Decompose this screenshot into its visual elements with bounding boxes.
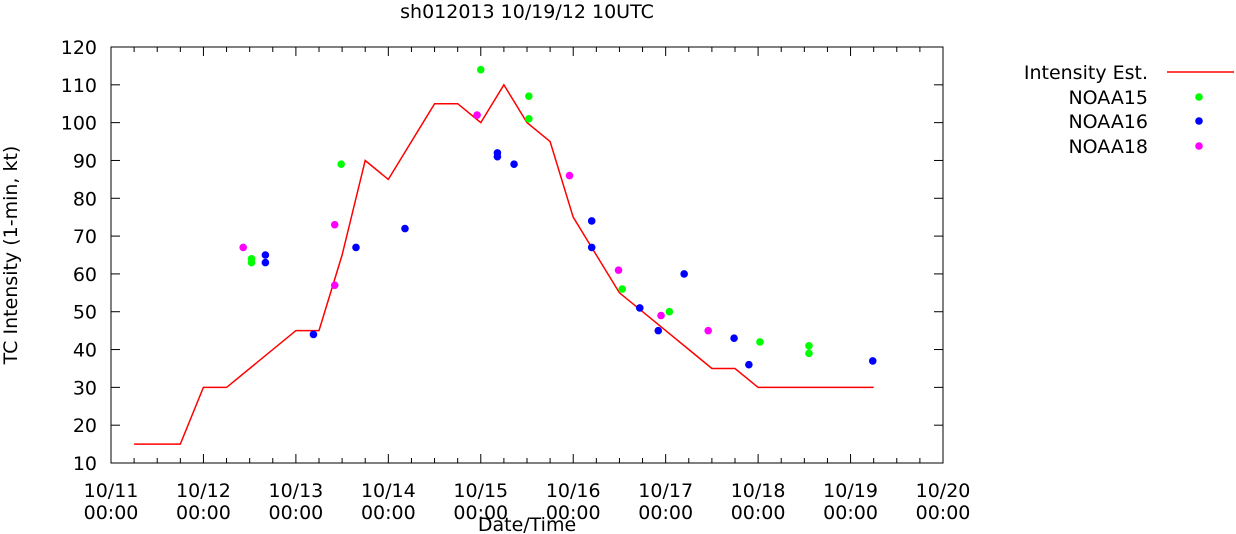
- y-tick-label: 110: [61, 75, 97, 97]
- x-tick-label-time: 00:00: [731, 502, 786, 524]
- y-tick-label: 120: [61, 37, 97, 59]
- y-tick-label: 80: [73, 188, 97, 210]
- y-tick-label: 60: [73, 264, 97, 286]
- x-tick-label-date: 10/20: [916, 480, 971, 502]
- legend-swatch-point: [1195, 142, 1203, 150]
- point-noaa18: [657, 311, 665, 320]
- point-noaa16: [680, 270, 688, 278]
- legend-swatch-point: [1195, 117, 1203, 125]
- point-noaa15: [337, 160, 345, 169]
- legend-label: NOAA16: [1068, 111, 1148, 133]
- point-noaa15: [756, 338, 764, 346]
- legend-label: NOAA18: [1068, 136, 1148, 158]
- y-axis-label: TC Intensity (1-min, kt): [0, 146, 22, 366]
- point-noaa18: [565, 171, 574, 180]
- point-noaa16: [635, 304, 644, 312]
- y-tick-label: 90: [73, 150, 97, 172]
- point-noaa16: [309, 330, 318, 339]
- point-noaa15: [665, 307, 674, 316]
- x-tick-label-date: 10/14: [361, 480, 416, 502]
- y-tick-label: 100: [61, 113, 97, 135]
- x-tick-label-date: 10/11: [84, 480, 139, 502]
- point-noaa16: [261, 258, 270, 267]
- point-noaa16: [493, 152, 502, 161]
- point-noaa18: [704, 326, 712, 335]
- x-tick-label-time: 00:00: [638, 502, 693, 524]
- x-tick-label-time: 00:00: [916, 502, 971, 524]
- y-tick-label: 70: [73, 226, 97, 248]
- legend-label: NOAA15: [1068, 87, 1148, 109]
- x-tick-label-date: 10/13: [269, 480, 324, 502]
- x-tick-label-date: 10/15: [453, 480, 508, 502]
- point-noaa18: [614, 266, 623, 274]
- point-noaa15: [525, 92, 533, 100]
- x-tick-label-time: 00:00: [361, 502, 416, 524]
- x-tick-label-date: 10/17: [638, 480, 693, 502]
- y-tick-label: 20: [73, 415, 97, 437]
- plot-area: 10203040506070809010011012010/1100:0010/…: [61, 37, 971, 524]
- x-tick-label-date: 10/12: [176, 480, 231, 502]
- x-tick-label-time: 00:00: [176, 502, 231, 524]
- x-tick-label-time: 00:00: [453, 502, 508, 524]
- point-noaa18: [473, 111, 481, 119]
- point-noaa18: [330, 220, 339, 229]
- point-noaa15: [476, 65, 485, 74]
- y-tick-label: 50: [73, 302, 97, 324]
- point-noaa16: [745, 360, 753, 369]
- point-noaa18: [330, 281, 339, 290]
- point-noaa16: [352, 243, 360, 252]
- legend-label: Intensity Est.: [1024, 62, 1148, 84]
- point-noaa16: [261, 251, 270, 259]
- x-axis-label: Date/Time: [478, 514, 576, 534]
- point-noaa15: [525, 115, 533, 123]
- x-tick-label-time: 00:00: [546, 502, 601, 524]
- point-noaa16: [730, 334, 738, 343]
- point-noaa15: [247, 258, 256, 267]
- point-noaa15: [805, 341, 813, 350]
- legend-swatch-point: [1195, 93, 1203, 101]
- point-noaa15: [618, 285, 627, 293]
- y-tick-label: 10: [73, 453, 97, 475]
- x-tick-label-date: 10/19: [823, 480, 878, 502]
- y-tick-label: 30: [73, 377, 97, 399]
- x-tick-label-time: 00:00: [84, 502, 139, 524]
- point-noaa15: [805, 349, 813, 358]
- point-noaa18: [239, 243, 247, 252]
- x-tick-label-time: 00:00: [823, 502, 878, 524]
- point-noaa16: [654, 326, 663, 335]
- series-line-intensity-est: [134, 83, 874, 445]
- x-tick-label-date: 10/16: [546, 480, 601, 502]
- y-tick-label: 40: [73, 340, 97, 362]
- point-noaa16: [587, 243, 596, 252]
- point-noaa16: [868, 357, 877, 365]
- x-tick-label-time: 00:00: [269, 502, 324, 524]
- point-noaa16: [401, 224, 409, 233]
- chart-title: sh012013 10/19/12 10UTC: [400, 1, 654, 23]
- point-noaa16: [510, 160, 518, 169]
- point-noaa16: [587, 217, 596, 225]
- x-tick-label-date: 10/18: [731, 480, 786, 502]
